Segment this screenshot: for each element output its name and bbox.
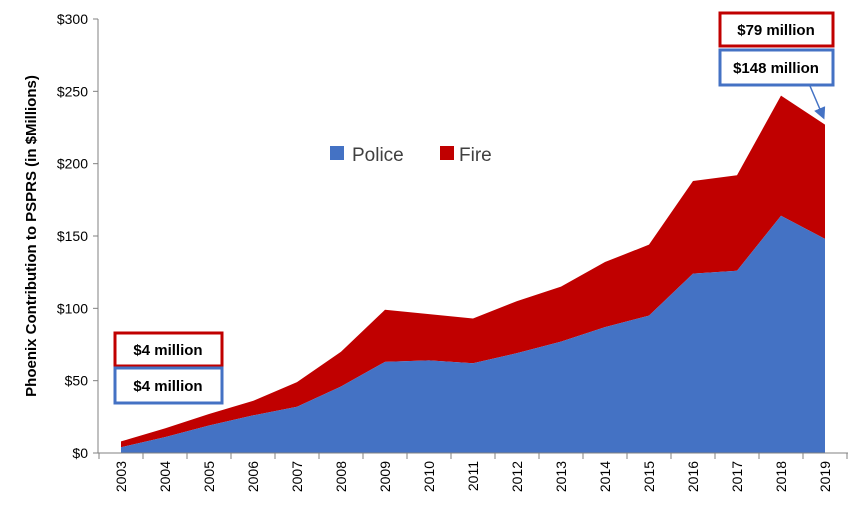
fire-area xyxy=(121,95,825,448)
callout-2019-fire: $79 million xyxy=(718,11,835,48)
y-tick-label: $250 xyxy=(57,83,88,99)
x-tick-label: 2014 xyxy=(597,461,613,492)
x-tick-label: 2005 xyxy=(201,461,217,492)
y-tick-label: $100 xyxy=(57,300,88,316)
svg-text:$79 million: $79 million xyxy=(737,22,815,39)
callout-2003-fire: $4 million xyxy=(113,331,224,368)
y-axis-label: Phoenix Contribution to PSPRS (in $Milli… xyxy=(23,75,40,397)
legend-fire-label: Fire xyxy=(459,145,492,166)
x-tick-label: 2012 xyxy=(509,461,525,492)
x-tick-label: 2015 xyxy=(641,461,657,492)
x-tick-label: 2004 xyxy=(157,461,173,492)
plot-area xyxy=(121,95,825,453)
x-tick-label: 2019 xyxy=(817,461,833,492)
svg-text:$148 million: $148 million xyxy=(733,60,819,77)
axes: $0 $50 $100 $150 $200 $250 $300 2003 2004 2005 200… xyxy=(57,11,848,492)
x-tick-label: 2010 xyxy=(421,461,437,492)
callout-2003-police: $4 million xyxy=(113,366,224,405)
x-tick-label: 2013 xyxy=(553,461,569,492)
x-tick-label: 2008 xyxy=(333,461,349,492)
x-tick-label: 2007 xyxy=(289,461,305,492)
y-tick-label: $50 xyxy=(65,373,89,389)
callout-2019-police: $148 million xyxy=(718,48,835,87)
x-tick-label: 2006 xyxy=(245,461,261,492)
legend-fire-swatch xyxy=(440,146,454,160)
legend: Police Fire xyxy=(330,145,492,166)
x-tick-label: 2011 xyxy=(465,461,481,491)
x-tick-label: 2018 xyxy=(773,461,789,492)
legend-police-label: Police xyxy=(352,145,404,166)
y-tick-label: $150 xyxy=(57,228,88,244)
y-tick-label: $200 xyxy=(57,156,88,172)
x-tick-label: 2003 xyxy=(113,461,129,492)
police-area xyxy=(121,215,825,453)
x-tick-label: 2009 xyxy=(377,461,393,492)
callout-arrow xyxy=(809,85,826,120)
svg-text:$4 million: $4 million xyxy=(133,342,202,359)
x-tick-label: 2017 xyxy=(729,461,745,492)
y-tick-label: $0 xyxy=(72,445,88,461)
y-tick-label: $300 xyxy=(57,11,88,27)
legend-police-swatch xyxy=(330,146,344,160)
svg-text:$4 million: $4 million xyxy=(133,378,202,395)
x-tick-label: 2016 xyxy=(685,461,701,492)
